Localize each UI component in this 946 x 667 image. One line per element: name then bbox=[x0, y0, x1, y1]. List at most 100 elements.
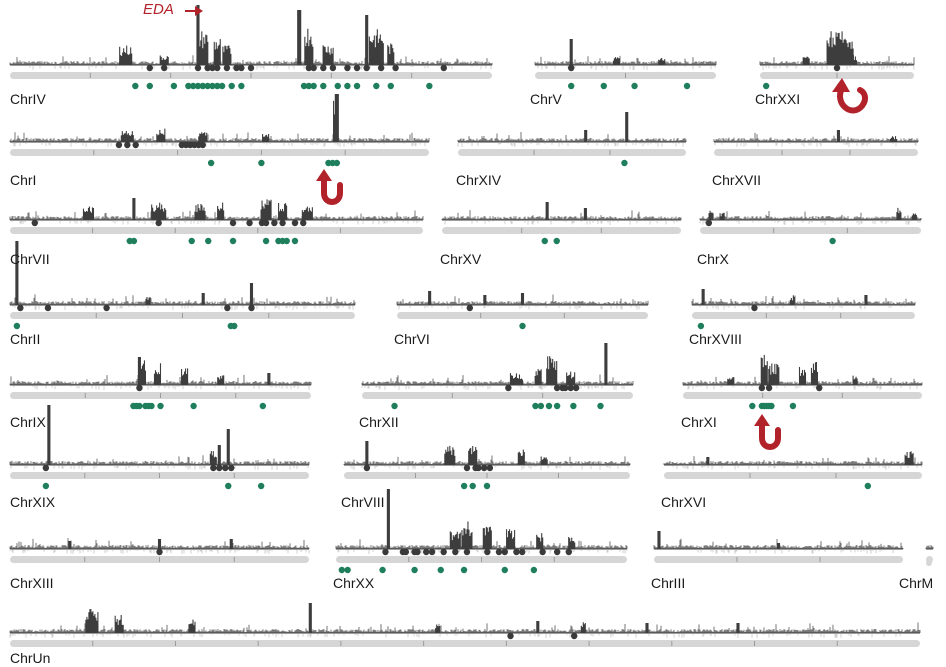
signal-peak bbox=[461, 521, 473, 549]
signal-peak bbox=[85, 609, 99, 633]
signal-peak bbox=[864, 295, 868, 305]
locus-dot bbox=[486, 464, 494, 472]
signal-peak bbox=[482, 526, 492, 549]
signal-peak bbox=[580, 622, 586, 633]
chromosome-label: ChrII bbox=[10, 331, 41, 347]
chromosome-bar bbox=[700, 227, 921, 234]
chromosome-bar bbox=[362, 392, 633, 399]
marker-dot bbox=[532, 402, 539, 410]
marker-dot bbox=[204, 82, 211, 90]
signal-peak bbox=[47, 405, 51, 465]
locus-dot bbox=[124, 141, 131, 149]
locus-dot bbox=[42, 464, 50, 472]
locus-dot bbox=[423, 548, 430, 556]
locus-dot bbox=[562, 384, 569, 392]
locus-dot bbox=[751, 304, 758, 312]
marker-dot bbox=[597, 402, 604, 410]
chromosome-track-chrxiv bbox=[457, 112, 687, 167]
locus-dot bbox=[377, 64, 385, 72]
chromosome-label: ChrV bbox=[530, 91, 562, 107]
chromosome-label: ChrVII bbox=[10, 251, 50, 267]
chromosome-label: ChrXII bbox=[359, 414, 399, 430]
marker-dot bbox=[483, 482, 491, 490]
locus-dot bbox=[414, 548, 421, 556]
marker-dot bbox=[460, 566, 468, 574]
signal-peak bbox=[657, 531, 661, 549]
marker-dot bbox=[541, 237, 548, 245]
marker-dot bbox=[789, 402, 797, 410]
signal-peak bbox=[159, 55, 169, 65]
locus-dot bbox=[758, 384, 766, 392]
signal-trace bbox=[9, 538, 310, 549]
marker-dot bbox=[387, 82, 394, 90]
signal-peak bbox=[889, 136, 898, 142]
signal-peak bbox=[301, 206, 313, 220]
signal-peak bbox=[540, 456, 548, 465]
signal-peak bbox=[368, 29, 384, 65]
marker-dot bbox=[283, 237, 290, 245]
chromosome-label: ChrXVIII bbox=[689, 331, 742, 347]
signal-peak bbox=[260, 199, 272, 220]
marker-dot bbox=[373, 82, 380, 90]
locus-dot bbox=[816, 384, 823, 392]
locus-dot bbox=[291, 219, 299, 227]
signal-trace bbox=[9, 622, 921, 633]
signal-peak bbox=[435, 624, 441, 633]
locus-dot bbox=[539, 548, 546, 556]
marker-dot bbox=[13, 322, 21, 330]
marker-dot bbox=[205, 237, 212, 245]
locus-dot bbox=[475, 464, 482, 472]
locus-dot bbox=[402, 548, 410, 556]
marker-dot bbox=[188, 237, 195, 245]
marker-dot bbox=[148, 402, 155, 410]
marker-dot bbox=[411, 566, 418, 574]
marker-dot bbox=[344, 82, 351, 90]
signal-peak bbox=[278, 202, 288, 220]
locus-dot bbox=[572, 384, 580, 392]
locus-dot bbox=[765, 384, 773, 392]
marker-dot bbox=[218, 82, 226, 90]
locus-dot bbox=[194, 64, 202, 72]
signal-peak bbox=[566, 371, 576, 385]
signal-peak bbox=[229, 539, 233, 549]
signal-peak bbox=[132, 198, 136, 220]
chromosome-track-chrx bbox=[699, 207, 922, 245]
marker-dot bbox=[519, 322, 526, 330]
signal-peak bbox=[534, 369, 542, 385]
signal-peak bbox=[569, 39, 573, 65]
u-turn-arrow-icon bbox=[754, 414, 781, 450]
chromosome-track-chriii bbox=[653, 531, 904, 563]
signal-peak bbox=[584, 130, 588, 142]
signal-peak bbox=[157, 539, 162, 549]
marker-dot bbox=[262, 237, 270, 245]
signal-peak bbox=[444, 445, 456, 465]
locus-dot bbox=[132, 141, 139, 149]
marker-dot bbox=[568, 82, 575, 90]
signal-trace bbox=[699, 211, 922, 220]
marker-dot bbox=[553, 237, 560, 245]
signal-peak bbox=[181, 368, 189, 385]
marker-dot bbox=[333, 159, 341, 167]
signal-trace bbox=[9, 132, 430, 142]
locus-dot bbox=[238, 64, 245, 72]
locus-dot bbox=[310, 64, 317, 72]
chromosome-label: ChrXV bbox=[440, 251, 482, 267]
locus-dot bbox=[505, 384, 512, 392]
locus-dot bbox=[223, 64, 231, 72]
chromosome-track-chrxvii bbox=[713, 130, 919, 156]
marker-dot bbox=[437, 566, 444, 574]
signal-trace bbox=[457, 131, 687, 142]
locus-dot bbox=[565, 548, 572, 556]
locus-dot bbox=[136, 384, 143, 392]
signal-peak bbox=[249, 283, 254, 305]
chromosome-track-chrxx bbox=[335, 489, 628, 574]
marker-dot bbox=[697, 322, 705, 330]
signal-peak bbox=[222, 45, 232, 65]
chromosome-bar bbox=[714, 149, 918, 156]
signal-peak bbox=[15, 241, 19, 305]
marker-dot bbox=[305, 82, 313, 90]
signal-peak bbox=[267, 373, 271, 385]
chromosome-track-chrvi bbox=[396, 291, 649, 330]
signal-peak bbox=[719, 212, 725, 220]
signal-peak bbox=[217, 202, 225, 220]
